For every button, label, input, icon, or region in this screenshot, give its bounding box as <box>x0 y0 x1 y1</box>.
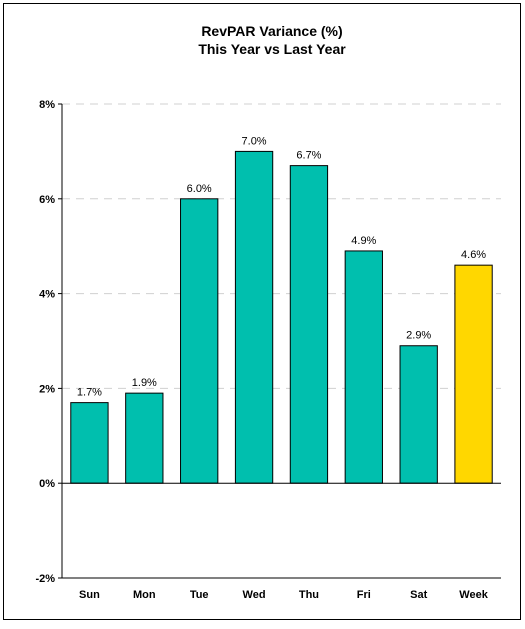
bar-sat <box>399 345 438 484</box>
bar-fri <box>344 250 383 484</box>
bars <box>70 150 493 484</box>
x-tick-label-fri: Fri <box>357 589 371 601</box>
y-tick-label: 4% <box>39 289 55 301</box>
bar-tue <box>180 198 219 484</box>
bar-mon <box>125 392 164 484</box>
x-tick-label-mon: Mon <box>133 589 156 601</box>
data-label-sat: 2.9% <box>406 330 431 342</box>
bar-sun <box>70 402 109 484</box>
x-tick-label-sat: Sat <box>410 589 427 601</box>
y-tick-label: 8% <box>39 99 55 111</box>
data-label-sun: 1.7% <box>77 387 102 399</box>
axes <box>58 103 501 579</box>
chart-subtitle: This Year vs Last Year <box>198 41 346 57</box>
data-label-week: 4.6% <box>461 249 486 261</box>
data-label-thu: 6.7% <box>296 150 321 162</box>
x-tick-label-thu: Thu <box>299 589 319 601</box>
bar-thu <box>289 165 329 484</box>
data-label-fri: 4.9% <box>351 235 376 247</box>
labels: -2% 0% 2% 4% 6% 8% 1.7% Sun 1.9% Mon 6.0% Tue 7.0% We… <box>35 99 488 601</box>
y-tick-label: 6% <box>39 194 55 206</box>
x-tick-label-sun: Sun <box>79 589 100 601</box>
x-tick-label-tue: Tue <box>190 589 209 601</box>
chart-title: RevPAR Variance (%) <box>201 23 342 39</box>
data-label-wed: 7.0% <box>242 135 267 147</box>
y-tick-label: 2% <box>39 383 55 395</box>
bar-wed <box>234 150 274 484</box>
y-tick-label: -2% <box>35 573 55 585</box>
data-label-mon: 1.9% <box>132 377 157 389</box>
bar-week <box>454 264 493 484</box>
x-tick-label-week: Week <box>459 589 488 601</box>
x-tick-label-wed: Wed <box>243 589 266 601</box>
data-label-tue: 6.0% <box>187 183 212 195</box>
y-tick-label: 0% <box>39 478 55 490</box>
